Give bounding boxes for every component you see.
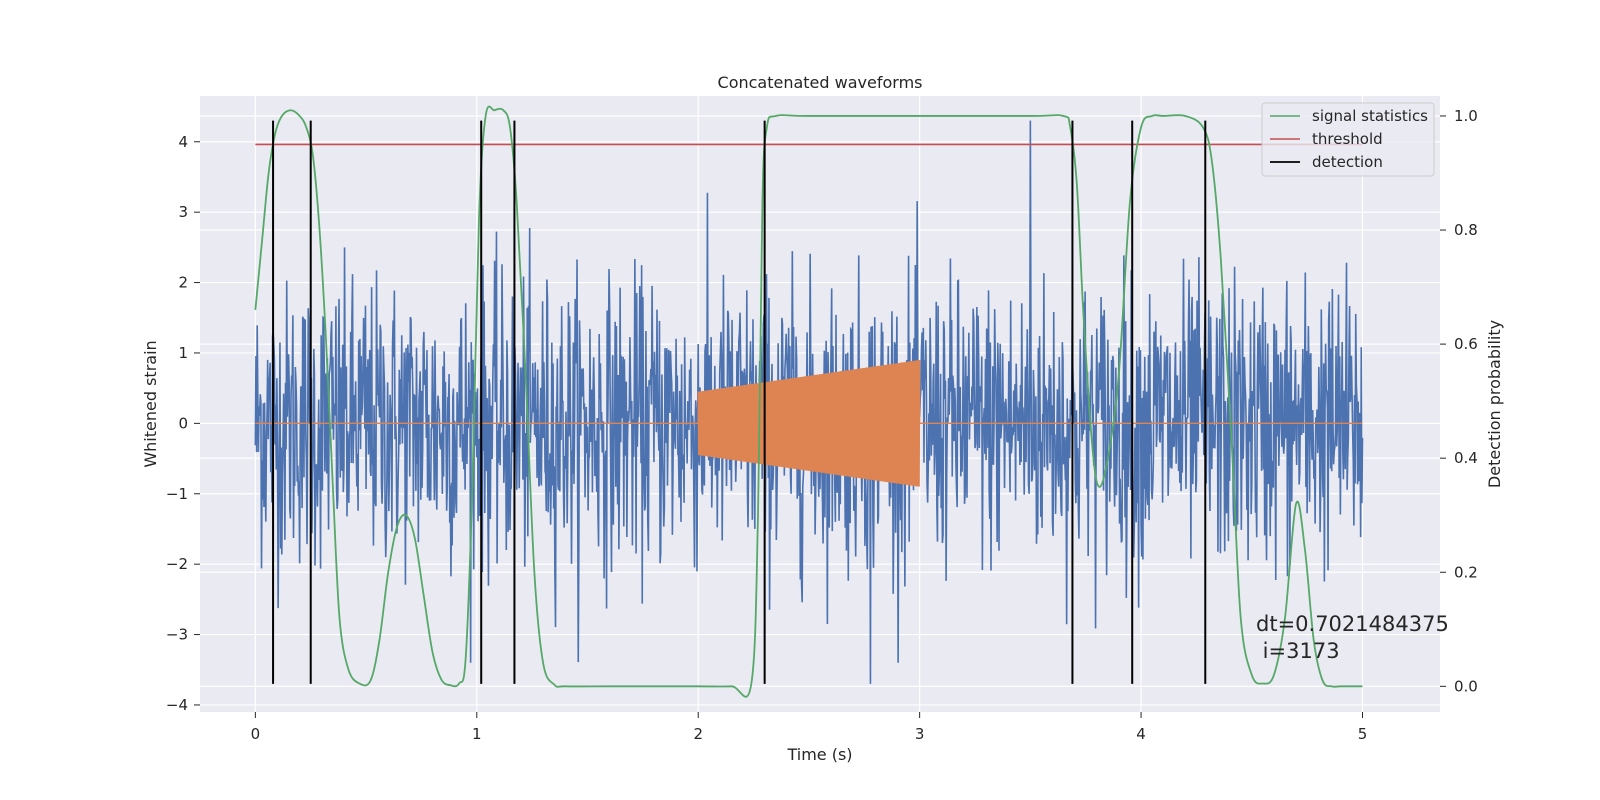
y2-tick-label: 0.0: [1454, 677, 1478, 695]
y2-tick-label: 1.0: [1454, 107, 1478, 125]
y-tick-label: 4: [178, 133, 188, 151]
legend-label-signal-statistics: signal statistics: [1312, 107, 1428, 125]
y2-tick-label: 0.4: [1454, 449, 1478, 467]
chart-title: Concatenated waveforms: [718, 73, 923, 92]
y-tick-label: −3: [166, 626, 188, 644]
legend: signal statistics threshold detection: [1261, 102, 1435, 177]
y-tick-label: −2: [166, 555, 188, 573]
x-tick-label: 0: [251, 725, 261, 743]
x-tick-label: 1: [472, 725, 482, 743]
y-tick-label: −1: [166, 485, 188, 503]
legend-label-threshold: threshold: [1312, 130, 1383, 148]
y2-tick-label: 0.2: [1454, 563, 1478, 581]
axis-ticks: 0 1 2 3 4 5 −4 −3 −2 −1 0 1 2 3 4 0.0 0.2 0.4 0.6 0.8 1.0: [166, 107, 1478, 743]
y-tick-label: 0: [178, 414, 188, 432]
y2-tick-label: 0.8: [1454, 221, 1478, 239]
x-tick-label: 3: [915, 725, 925, 743]
legend-label-detection: detection: [1312, 153, 1383, 171]
y2-axis-label: Detection probability: [1485, 320, 1504, 488]
x-tick-label: 5: [1358, 725, 1368, 743]
x-axis-label: Time (s): [786, 745, 852, 764]
y-tick-label: −4: [166, 696, 188, 714]
signal-statistics-line: [254, 105, 1363, 698]
y-axis-label: Whitened strain: [141, 340, 160, 467]
annotation-i: i=3173: [1256, 639, 1340, 663]
legend-box: [1261, 102, 1435, 177]
x-tick-label: 4: [1136, 725, 1146, 743]
y-tick-label: 2: [178, 274, 188, 292]
y2-tick-label: 0.6: [1454, 335, 1478, 353]
signal-statistics-series: [254, 105, 1363, 698]
y-tick-label: 3: [178, 203, 188, 221]
chirp-line: [255, 359, 1363, 487]
annotation-dt: dt=0.7021484375: [1256, 612, 1449, 636]
x-tick-label: 2: [693, 725, 703, 743]
detection-series: [272, 120, 1207, 684]
chirp-series: [255, 359, 1363, 487]
y-tick-label: 1: [178, 344, 188, 362]
